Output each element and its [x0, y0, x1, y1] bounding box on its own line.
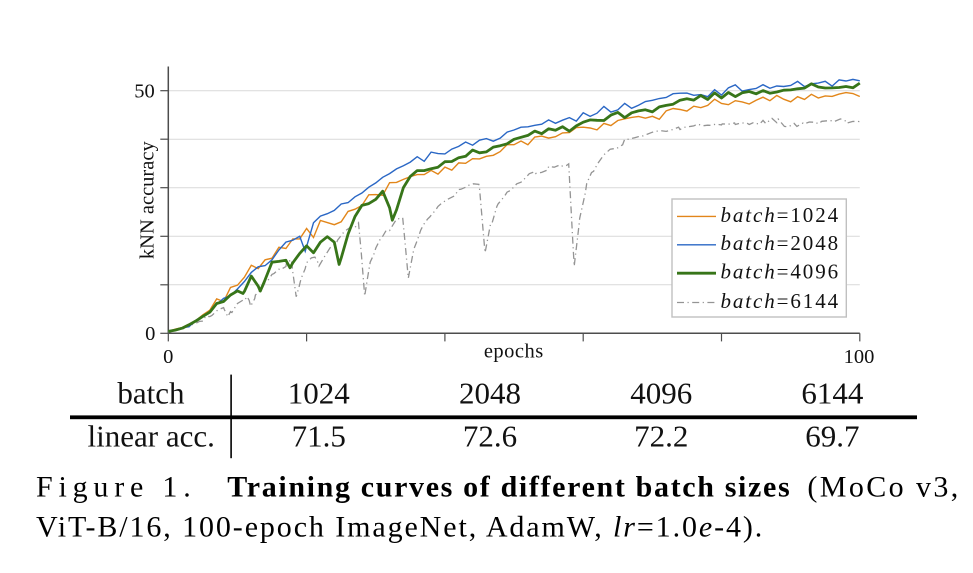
svg-text:0: 0 [145, 323, 155, 345]
svg-text:71.5: 71.5 [292, 418, 346, 453]
svg-text:batch=2048: batch=2048 [721, 231, 841, 255]
svg-text:0: 0 [163, 346, 173, 368]
svg-text:linear acc.: linear acc. [88, 418, 215, 453]
svg-text:72.2: 72.2 [634, 418, 688, 453]
svg-text:69.7: 69.7 [805, 418, 859, 453]
svg-text:epochs: epochs [484, 341, 544, 363]
svg-text:ViT-B/16, 100-epoch ImageNet,: ViT-B/16, 100-epoch ImageNet, AdamW, lr=… [36, 510, 764, 543]
svg-text:2048: 2048 [459, 375, 521, 410]
svg-text:1024: 1024 [288, 375, 351, 410]
svg-text:batch=4096: batch=4096 [721, 260, 841, 284]
svg-text:50: 50 [134, 80, 155, 102]
svg-text:72.6: 72.6 [463, 418, 517, 453]
svg-text:6144: 6144 [801, 375, 864, 410]
svg-text:Figure 1.Training curves of di: Figure 1. Training curves of different ba… [36, 471, 961, 504]
svg-text:batch=1024: batch=1024 [721, 203, 841, 227]
svg-text:100: 100 [844, 346, 875, 368]
svg-text:kNN accuracy: kNN accuracy [137, 141, 159, 260]
svg-text:batch: batch [117, 375, 185, 410]
svg-text:4096: 4096 [630, 375, 692, 410]
svg-text:batch=6144: batch=6144 [721, 289, 841, 313]
